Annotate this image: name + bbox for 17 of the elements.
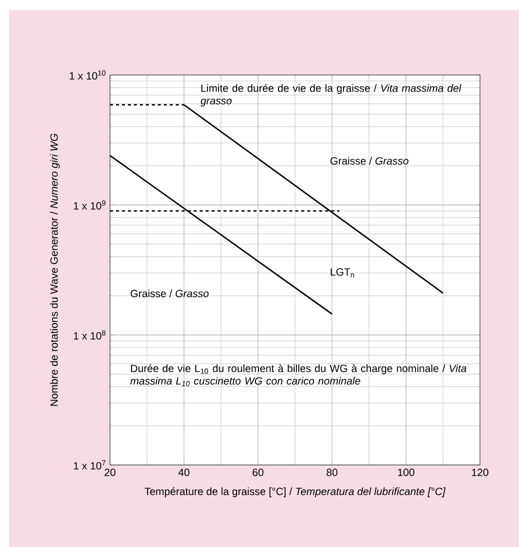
annotation: LGT$_{n}$ xyxy=(330,268,354,278)
annotation: Graisse / Grasso xyxy=(330,156,408,165)
y-tick-label: 1 x 10$^{9}$ xyxy=(74,200,106,210)
y-tick-label: 1 x 10$^{8}$ xyxy=(74,330,106,340)
x-tick-label: 80 xyxy=(326,468,338,476)
x-tick-label: 20 xyxy=(104,468,116,476)
x-tick-label: 120 xyxy=(472,468,488,476)
y-tick-label: 1 x 10$^{7}$ xyxy=(74,460,106,470)
x-tick-label: 60 xyxy=(252,468,264,476)
text: Durée de vie L$_{10}$ du roulement à billes du WG à charge nominale / Vita massima L$_{10}$ cuscinetto WG con carico nominale xyxy=(130,364,466,386)
x-axis-title: Température de la graisse [°C] / Temperatura del lubrificante [°C] xyxy=(144,487,446,498)
y-axis-title: Nombre de rotations du Wave Generator / Numero giri WG xyxy=(50,134,60,406)
y-tick-label: 1 x 10$^{10}$ xyxy=(70,70,106,80)
text: Limite de durée de vie de la graisse / Vita massima del grasso xyxy=(200,84,462,106)
x-tick-label: 40 xyxy=(178,468,190,476)
x-tick-label: 100 xyxy=(398,468,414,476)
annotation: Graisse / Grasso xyxy=(130,290,209,298)
